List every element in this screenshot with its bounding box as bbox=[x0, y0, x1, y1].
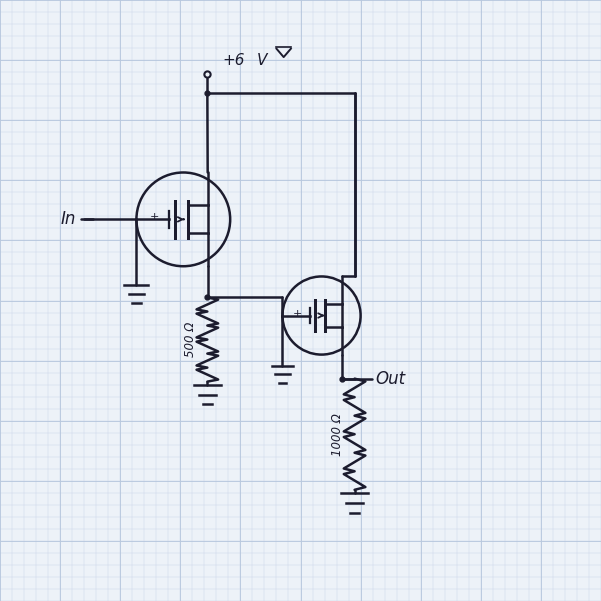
Text: 500 Ω: 500 Ω bbox=[184, 322, 197, 357]
Text: +: + bbox=[293, 308, 302, 319]
Text: +6: +6 bbox=[222, 53, 245, 68]
Text: +: + bbox=[150, 212, 159, 222]
Text: 1000 Ω: 1000 Ω bbox=[331, 413, 344, 456]
Text: In: In bbox=[60, 210, 76, 228]
Text: V: V bbox=[257, 53, 267, 68]
Text: Out: Out bbox=[375, 370, 405, 388]
